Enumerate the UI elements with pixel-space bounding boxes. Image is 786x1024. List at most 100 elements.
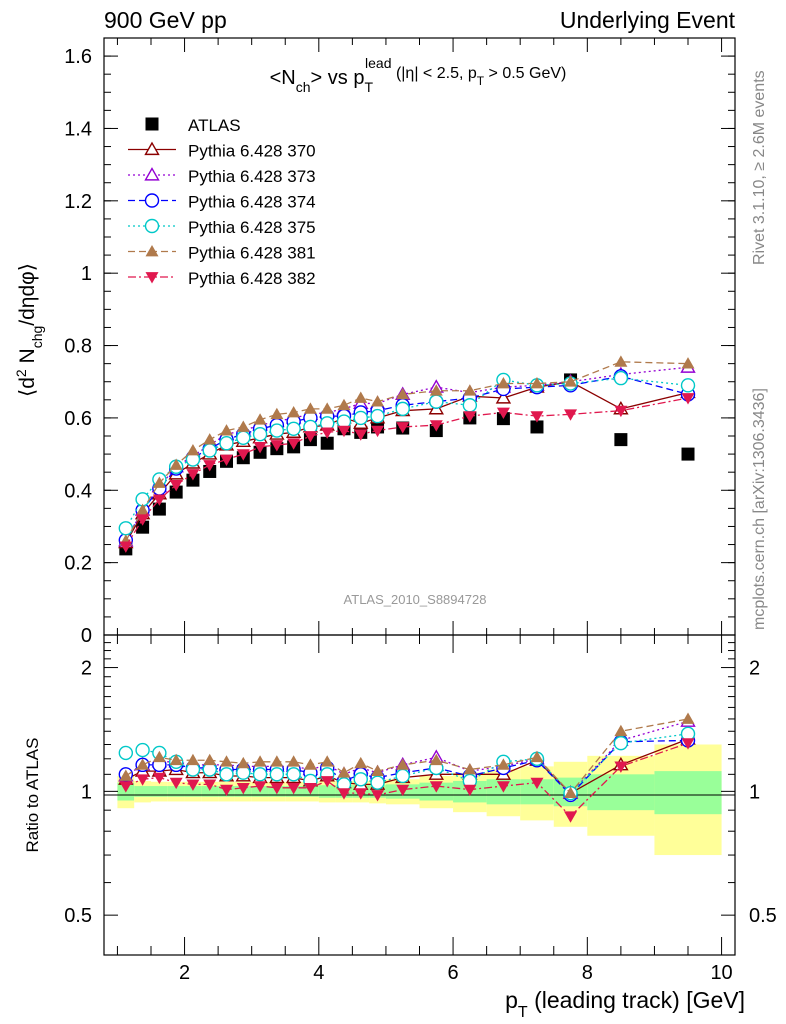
ratio-point: [203, 753, 217, 766]
data-point: [253, 441, 267, 454]
ratio-point: [286, 767, 301, 782]
data-point: [564, 375, 578, 387]
ratio-point: [236, 756, 250, 769]
legend-label: ATLAS: [188, 116, 241, 135]
legend-marker: [144, 193, 160, 208]
ratio-point: [136, 774, 150, 786]
ratio-y-tick-label-right: 2: [749, 658, 760, 680]
ratio-point: [118, 745, 134, 761]
data-point: [530, 377, 544, 389]
x-axis-label: pT (leading track) [GeV]: [505, 987, 745, 1021]
ratio-point: [371, 790, 385, 802]
ratio-point: [564, 811, 578, 823]
ratio-point: [320, 776, 334, 788]
data-point: [396, 422, 410, 434]
analysis-watermark: ATLAS_2010_S8894728: [344, 592, 487, 607]
y-tick-label: 1.4: [64, 118, 92, 140]
ratio-y-tick-label-right: 0.5: [749, 905, 777, 927]
data-point: [252, 426, 268, 442]
data-point: [429, 394, 444, 409]
ratio-point: [614, 724, 628, 737]
rivet-label: Rivet 3.1.10, ≥ 2.6M events: [751, 70, 768, 265]
ratio-point: [252, 767, 268, 782]
ratio-y-tick-label: 0.5: [64, 905, 92, 927]
legend-marker: [145, 245, 159, 257]
legend-entry: Pythia 6.428 373: [128, 167, 316, 186]
data-point: [287, 405, 301, 418]
uncertainty-band-inner: [654, 771, 722, 815]
data-point: [269, 423, 285, 438]
data-point: [136, 514, 150, 526]
legend-marker: [145, 272, 159, 284]
y-tick-label: 0.6: [64, 408, 92, 430]
ratio-point: [614, 761, 628, 773]
series-line: [125, 397, 689, 547]
ratio-point: [530, 777, 544, 790]
data-point: [614, 405, 628, 418]
y-tick-label: 1.2: [64, 191, 92, 213]
data-point: [270, 407, 284, 420]
series-pythia-6-428-381: [119, 355, 695, 546]
header-right: Underlying Event: [560, 7, 736, 33]
data-point: [236, 430, 251, 446]
ratio-point: [496, 781, 510, 793]
data-point: [118, 521, 134, 536]
data-point: [371, 395, 385, 407]
data-point: [354, 429, 368, 441]
data-point: [613, 370, 629, 386]
ratio-point: [320, 755, 334, 767]
ratio-point: [564, 786, 578, 799]
ratio-point: [303, 758, 317, 770]
ratio-point: [396, 758, 410, 770]
ratio-point: [152, 750, 166, 763]
data-point: [353, 410, 368, 426]
legend-entry: ATLAS: [145, 116, 241, 135]
y-tick-label: 0.4: [64, 480, 92, 502]
uncertainty-band-inner: [201, 786, 219, 797]
legend-marker: [144, 218, 160, 234]
data-point: [152, 502, 166, 516]
data-point: [136, 520, 150, 534]
ratio-point: [354, 788, 368, 800]
ratio-point: [287, 782, 301, 795]
data-point: [681, 357, 695, 369]
legend-entry: Pythia 6.428 381: [128, 244, 316, 263]
data-point: [496, 407, 510, 419]
x-tick-label: 10: [710, 962, 732, 984]
ratio-y-tick-label: 1: [81, 781, 92, 803]
data-point: [495, 390, 512, 404]
y-tick-label: 0.2: [64, 553, 92, 575]
x-tick-label: 8: [582, 962, 593, 984]
legend-label: Pythia 6.428 374: [188, 193, 316, 212]
ratio-point: [270, 755, 284, 767]
ratio-point: [269, 767, 285, 782]
ratio-point: [354, 756, 368, 769]
legend-label: Pythia 6.428 382: [188, 269, 316, 288]
ratio-point: [169, 753, 183, 766]
series-pythia-6-428-382: [119, 393, 695, 553]
data-point: [614, 355, 628, 367]
data-point: [203, 460, 217, 472]
ratio-point: [220, 784, 234, 797]
data-point: [219, 436, 234, 451]
data-point: [136, 503, 150, 516]
legend-entry: Pythia 6.428 375: [128, 218, 316, 237]
data-point: [286, 421, 301, 436]
data-point: [169, 479, 183, 492]
data-point: [303, 431, 317, 443]
chart-title: <Nch> vs pTlead (|η| < 2.5, pT > 0.5 GeV…: [270, 55, 567, 95]
legend-marker: [144, 141, 160, 156]
ratio-point: [136, 758, 150, 770]
ratio-point: [135, 742, 150, 758]
ratio-point: [219, 767, 234, 782]
data-point: [169, 458, 183, 470]
ratio-point: [429, 753, 443, 766]
main-panel: <Nch> vs pTlead (|η| < 2.5, pT > 0.5 GeV…: [13, 37, 736, 647]
y-tick-label: 1.6: [64, 46, 92, 68]
ratio-point: [253, 781, 267, 793]
ratio-point: [530, 750, 544, 763]
data-point: [152, 494, 166, 506]
data-point: [169, 485, 183, 499]
data-point: [681, 447, 695, 461]
